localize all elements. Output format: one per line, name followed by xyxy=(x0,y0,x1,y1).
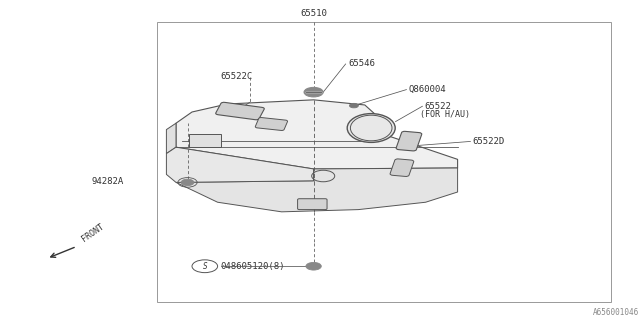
Polygon shape xyxy=(166,123,176,154)
FancyBboxPatch shape xyxy=(255,117,287,131)
Text: 048605120(8): 048605120(8) xyxy=(221,262,285,271)
Polygon shape xyxy=(166,147,314,182)
FancyBboxPatch shape xyxy=(298,199,327,210)
Text: 94282A: 94282A xyxy=(92,177,124,186)
Circle shape xyxy=(181,179,194,186)
Circle shape xyxy=(349,103,358,108)
Polygon shape xyxy=(176,100,458,169)
Text: (FOR H/AU): (FOR H/AU) xyxy=(420,110,470,119)
FancyBboxPatch shape xyxy=(396,131,422,151)
Text: A656001046: A656001046 xyxy=(593,308,639,317)
FancyBboxPatch shape xyxy=(189,134,221,147)
FancyBboxPatch shape xyxy=(216,102,264,120)
Text: 65522: 65522 xyxy=(424,102,451,111)
Text: 65546: 65546 xyxy=(349,60,376,68)
Polygon shape xyxy=(176,168,458,212)
Text: 65522D: 65522D xyxy=(472,137,504,146)
Ellipse shape xyxy=(347,114,396,142)
Circle shape xyxy=(304,87,323,97)
Bar xyxy=(157,22,611,302)
Text: FRONT: FRONT xyxy=(80,222,106,244)
Text: 65522C: 65522C xyxy=(221,72,253,81)
Text: 65510: 65510 xyxy=(300,9,327,18)
FancyBboxPatch shape xyxy=(390,159,414,176)
Circle shape xyxy=(306,262,321,270)
Text: S: S xyxy=(202,262,207,271)
Text: Q860004: Q860004 xyxy=(408,84,446,93)
